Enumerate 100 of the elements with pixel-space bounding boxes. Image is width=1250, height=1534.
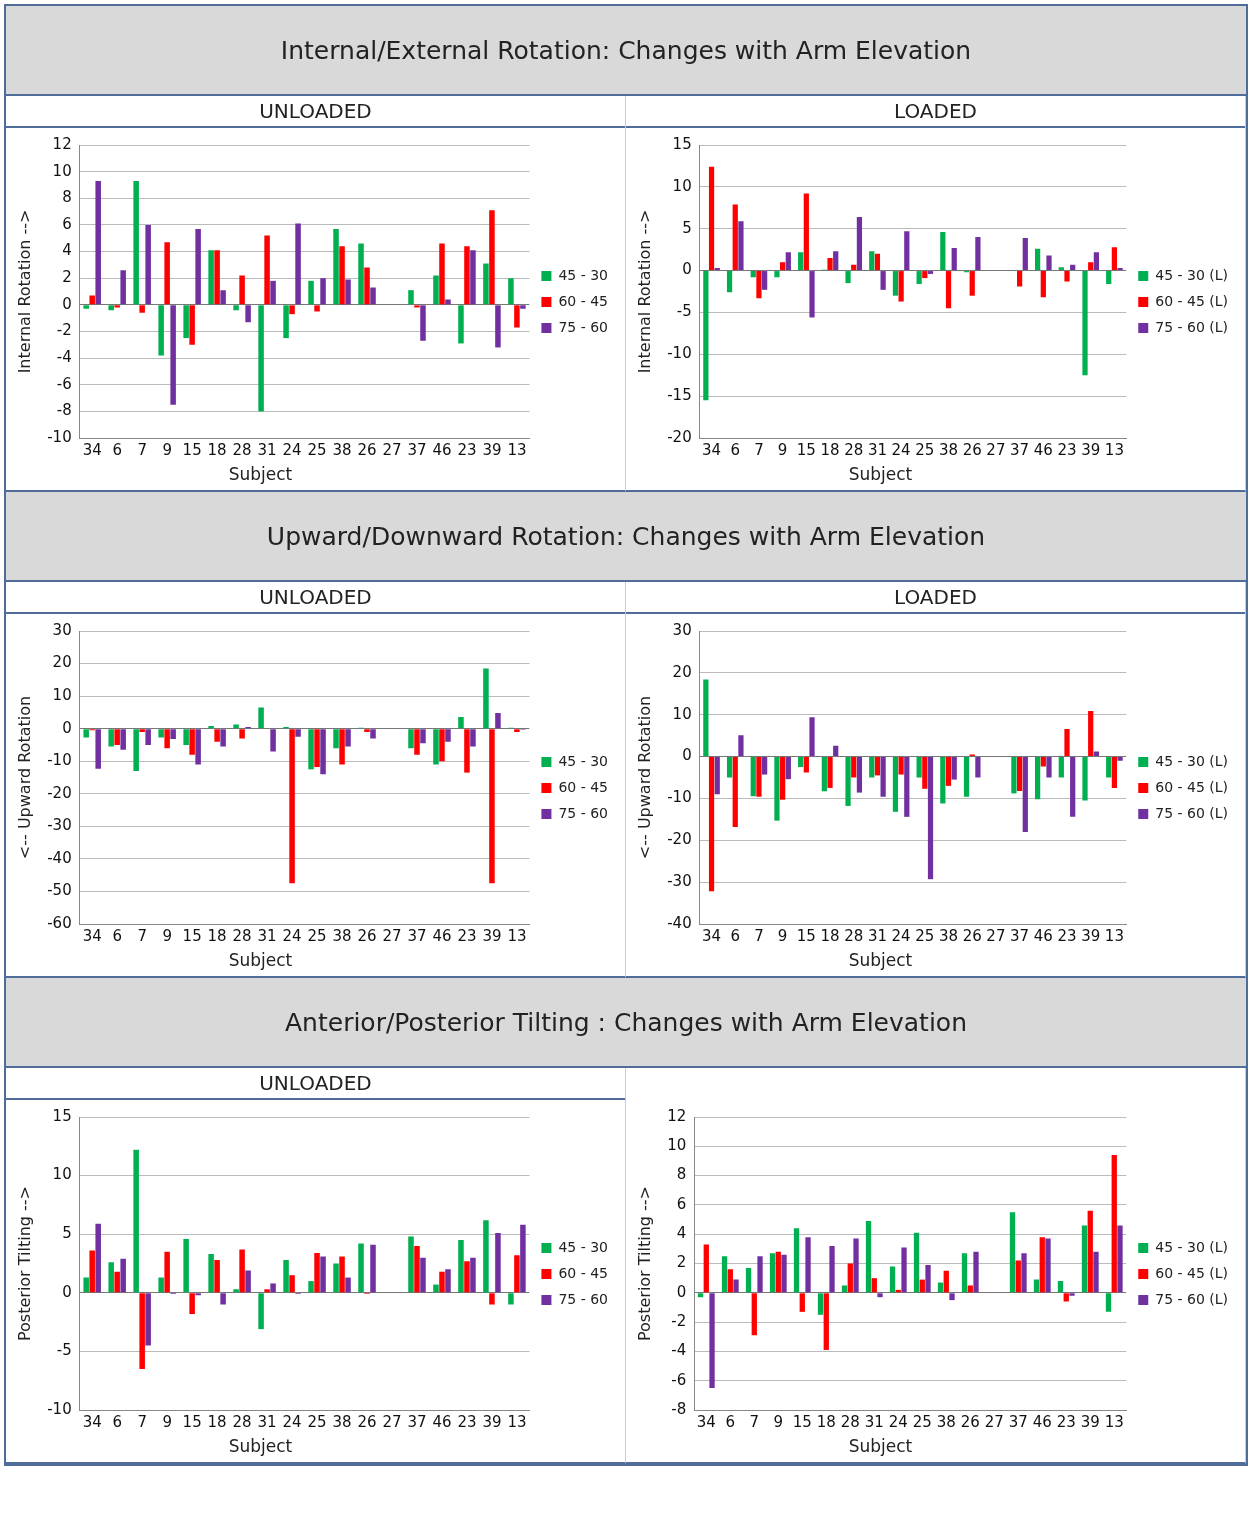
x-tick-label: 46 xyxy=(1033,926,1053,945)
y-tick-label: -10 xyxy=(47,427,72,446)
y-tick-label: -4 xyxy=(671,1341,687,1360)
legend-label: 45 - 30 xyxy=(558,266,609,283)
x-tick-label: 24 xyxy=(888,1412,908,1431)
legend-label: 45 - 30 (L) xyxy=(1155,1238,1229,1255)
x-tick-label: 13 xyxy=(1104,1412,1124,1431)
x-tick-label: 38 xyxy=(938,440,959,459)
x-tick-label: 13 xyxy=(507,1412,527,1431)
x-tick-label: 46 xyxy=(432,926,452,945)
legend-label: 75 - 60 xyxy=(558,318,609,335)
legend-label: 75 - 60 xyxy=(558,1290,609,1307)
y-tick-label: 2 xyxy=(676,1253,687,1272)
x-tick-label: 15 xyxy=(792,1412,812,1431)
y-tick-label: -10 xyxy=(667,344,692,363)
x-tick-label: 15 xyxy=(182,440,202,459)
x-axis-title: Subject xyxy=(847,950,914,970)
y-tick-label: -4 xyxy=(56,347,72,366)
y-tick-label: -10 xyxy=(667,788,692,807)
x-tick-label: 26 xyxy=(357,926,377,945)
y-tick-label: -2 xyxy=(56,321,72,340)
x-tick-label: 23 xyxy=(457,1412,477,1431)
x-axis-title: Subject xyxy=(227,1436,294,1456)
x-tick-label: 6 xyxy=(112,440,122,459)
y-tick-label: -6 xyxy=(671,1370,687,1389)
x-tick-label: 37 xyxy=(1010,926,1030,945)
legend-label: 60 - 45 xyxy=(558,778,609,795)
x-tick-label: 9 xyxy=(162,440,172,459)
x-tick-label: 28 xyxy=(844,440,864,459)
x-tick-label: 26 xyxy=(960,1412,980,1431)
x-tick-label: 24 xyxy=(891,440,911,459)
x-tick-label: 34 xyxy=(702,440,722,459)
x-tick-label: 13 xyxy=(1104,440,1124,459)
y-tick-label: 8 xyxy=(676,1165,687,1184)
x-tick-label: 28 xyxy=(232,926,252,945)
x-tick-label: 25 xyxy=(915,440,935,459)
x-tick-label: 34 xyxy=(702,926,722,945)
x-tick-label: 18 xyxy=(820,440,840,459)
legend-label: 45 - 30 xyxy=(558,1238,609,1255)
x-tick-label: 18 xyxy=(207,926,227,945)
legend-label: 45 - 30 (L) xyxy=(1155,752,1229,769)
chart-subtitle: LOADED xyxy=(626,96,1245,128)
x-tick-label: 46 xyxy=(432,440,452,459)
x-tick-label: 46 xyxy=(432,1412,452,1431)
x-tick-label: 25 xyxy=(915,926,935,945)
legend-label: 60 - 45 (L) xyxy=(1155,778,1229,795)
x-tick-label: 18 xyxy=(207,1412,227,1431)
x-tick-label: 38 xyxy=(332,926,352,945)
chart-subtitle: UNLOADED xyxy=(6,96,625,128)
x-tick-label: 25 xyxy=(307,440,327,459)
y-tick-label: 6 xyxy=(676,1194,687,1213)
y-tick-label: 0 xyxy=(62,1282,72,1301)
x-tick-label: 27 xyxy=(984,1412,1004,1431)
y-tick-label: -8 xyxy=(56,401,72,420)
y-tick-label: 10 xyxy=(52,686,72,704)
y-tick-label: 0 xyxy=(62,718,72,737)
y-axis-title: Posterior Tilting --> xyxy=(14,1185,34,1342)
x-tick-label: 15 xyxy=(182,926,202,945)
x-tick-label: 28 xyxy=(232,440,252,459)
x-tick-label: 23 xyxy=(457,440,477,459)
x-tick-label: 31 xyxy=(257,440,277,459)
x-tick-label: 6 xyxy=(730,926,741,945)
y-tick-label: -5 xyxy=(676,302,692,321)
x-tick-label: 28 xyxy=(840,1412,860,1431)
legend-label: 60 - 45 xyxy=(558,292,609,309)
x-tick-label: 34 xyxy=(696,1412,716,1431)
x-tick-label: 31 xyxy=(867,440,887,459)
x-tick-label: 7 xyxy=(137,1412,147,1431)
legend-label: 60 - 45 xyxy=(558,1264,609,1281)
x-tick-label: 26 xyxy=(357,1412,377,1431)
y-tick-label: -30 xyxy=(47,816,72,835)
y-tick-label: -10 xyxy=(47,1399,72,1418)
x-tick-label: 27 xyxy=(382,1412,402,1431)
y-tick-label: 2 xyxy=(62,268,72,287)
x-axis-title: Subject xyxy=(227,950,294,970)
chart-subtitle: UNLOADED xyxy=(6,1068,625,1100)
y-tick-label: 15 xyxy=(672,134,692,153)
x-tick-label: 37 xyxy=(1010,440,1030,459)
x-tick-label: 7 xyxy=(137,926,147,945)
x-tick-label: 6 xyxy=(730,440,741,459)
legend-label: 75 - 60 (L) xyxy=(1155,1290,1229,1307)
y-tick-label: 4 xyxy=(676,1224,687,1243)
y-tick-label: 0 xyxy=(62,294,72,313)
y-tick-label: -40 xyxy=(667,913,692,932)
y-tick-label: 0 xyxy=(682,260,692,279)
x-tick-label: 38 xyxy=(936,1412,956,1431)
x-tick-label: 39 xyxy=(1080,1412,1100,1431)
x-tick-label: 46 xyxy=(1032,1412,1052,1431)
y-tick-label: 30 xyxy=(672,620,692,639)
x-tick-label: 27 xyxy=(986,926,1006,945)
x-tick-label: 23 xyxy=(1056,1412,1076,1431)
y-tick-label: 5 xyxy=(62,1224,72,1243)
x-tick-label: 25 xyxy=(307,926,327,945)
x-tick-label: 39 xyxy=(482,440,502,459)
y-axis-title: <-- Upward Rotation xyxy=(14,695,34,860)
y-tick-label: -30 xyxy=(667,872,692,891)
x-tick-label: 31 xyxy=(867,926,887,945)
y-axis-title: <-- Upward Rotation xyxy=(634,695,654,860)
x-tick-label: 34 xyxy=(82,926,102,945)
x-tick-label: 6 xyxy=(112,926,122,945)
